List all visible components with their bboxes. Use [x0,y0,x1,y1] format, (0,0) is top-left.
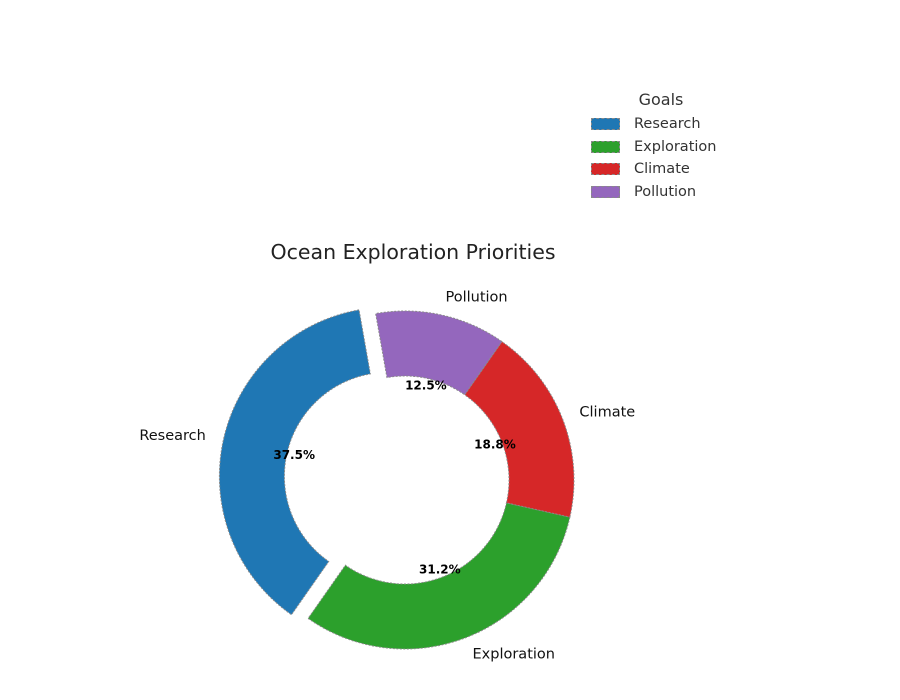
slice-labels: Research 37.5% Exploration 31.2% Climate 18.8… [139,289,635,662]
legend-title: Goals [638,90,684,109]
legend-item-climate: Climate [586,158,736,181]
percent-label-exploration: 31.2% [419,562,461,576]
slice-research [218,309,371,616]
percent-label-pollution: 12.5% [405,378,447,392]
legend: Goals Research Exploration Climate Pollu… [586,90,736,203]
legend-swatch-pollution [591,185,620,198]
slices [218,309,575,650]
category-label-research: Research [139,428,206,444]
legend-swatch-climate [591,163,620,176]
legend-label-exploration: Exploration [634,138,717,155]
legend-item-exploration: Exploration [586,136,736,159]
slice-pollution [375,310,503,396]
slice-climate [463,340,575,518]
percent-label-research: 37.5% [273,448,315,462]
legend-label-climate: Climate [634,161,690,178]
legend-item-pollution: Pollution [586,181,736,204]
percent-label-climate: 18.8% [474,438,516,452]
legend-label-research: Research [634,116,701,133]
chart-title: Ocean Exploration Priorities [270,240,555,264]
category-label-exploration: Exploration [473,646,555,662]
slice-exploration [307,502,571,650]
legend-swatch-research [591,118,620,131]
legend-swatch-exploration [591,140,620,153]
legend-label-pollution: Pollution [634,183,697,200]
legend-item-research: Research [586,113,736,136]
category-label-pollution: Pollution [445,289,507,305]
category-label-climate: Climate [579,404,635,420]
